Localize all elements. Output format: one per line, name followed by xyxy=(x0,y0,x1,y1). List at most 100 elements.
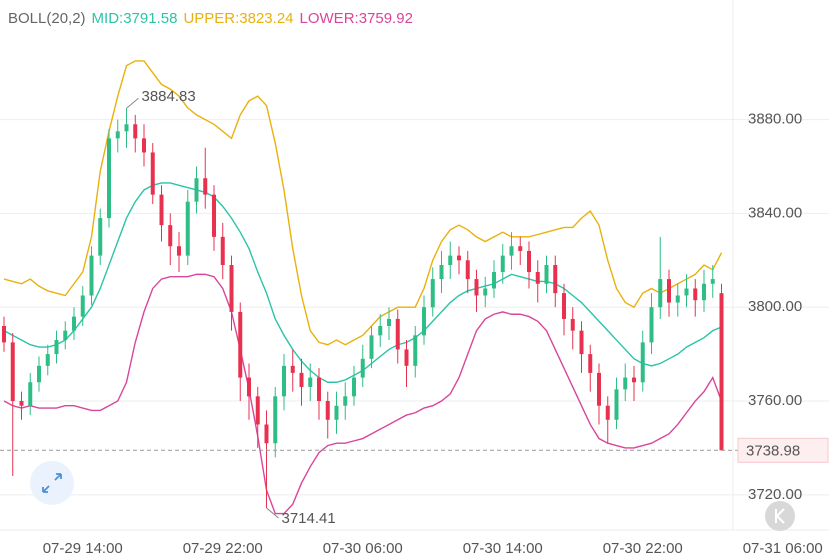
candle-body xyxy=(693,288,698,301)
candle-body xyxy=(63,330,68,341)
candle-body xyxy=(45,354,50,366)
candle-body xyxy=(404,349,409,366)
candle-body xyxy=(10,342,15,402)
candle-body xyxy=(413,335,418,366)
x-tick-label: 07-30 06:00 xyxy=(323,540,403,557)
candle-body xyxy=(527,250,531,273)
candle-body xyxy=(395,318,400,350)
candle-body xyxy=(212,194,216,237)
legend-entry: UPPER:3823.24 xyxy=(183,10,293,27)
y-tick-label: 3760.00 xyxy=(748,392,802,409)
candle-body xyxy=(334,405,339,420)
candle-body xyxy=(317,377,321,402)
candle-body xyxy=(185,201,190,256)
candle-body xyxy=(509,246,514,256)
min-label: 3714.41 xyxy=(282,510,336,527)
candle-body xyxy=(343,396,348,406)
band-line xyxy=(3,60,723,346)
candle-body xyxy=(658,279,663,308)
candle-body xyxy=(203,178,208,195)
candle-body xyxy=(89,255,94,296)
legend: BOLL(20,2) MID:3791.58 UPPER:3823.24 LOWER:… xyxy=(8,10,413,27)
candle-body xyxy=(72,316,76,331)
candle-body xyxy=(378,325,383,336)
candle-body xyxy=(483,288,488,296)
max-label: 3884.83 xyxy=(142,88,196,105)
candle-body xyxy=(273,396,278,444)
candle-body xyxy=(387,318,391,326)
candle-body xyxy=(439,265,444,280)
candle-body xyxy=(290,365,295,373)
candle-body xyxy=(325,401,330,420)
y-tick-label: 3880.00 xyxy=(748,111,802,128)
last-price-label: 3738.98 xyxy=(746,442,800,459)
candle-body xyxy=(492,272,496,289)
candle-body xyxy=(177,246,181,256)
candle-body xyxy=(702,283,706,301)
indicator-label: BOLL(20,2) xyxy=(8,10,86,27)
band-line xyxy=(3,273,723,515)
candle-body xyxy=(247,377,251,397)
candle-body xyxy=(133,124,138,139)
legend-entry: MID:3791.58 xyxy=(92,10,178,27)
candle-body xyxy=(369,335,374,359)
candle-body xyxy=(500,255,505,273)
y-tick-label: 3840.00 xyxy=(748,204,802,221)
candle-body xyxy=(632,377,636,383)
candle-body xyxy=(80,295,85,317)
x-tick-label: 07-30 22:00 xyxy=(603,540,683,557)
last-price-box xyxy=(737,437,829,463)
candle-body xyxy=(28,382,33,406)
scroll-latest-button[interactable] xyxy=(765,501,795,531)
candle-body xyxy=(710,279,715,284)
max-pointer xyxy=(126,97,139,109)
candle-body xyxy=(19,401,24,406)
x-tick-label: 07-29 14:00 xyxy=(43,540,123,557)
candle-body xyxy=(107,138,111,219)
y-tick-label: 3720.00 xyxy=(748,486,802,503)
candle-body xyxy=(474,279,479,296)
legend-entry: LOWER:3759.92 xyxy=(300,10,413,27)
candle-body xyxy=(430,279,435,308)
candle-body xyxy=(360,358,365,378)
candle-body xyxy=(54,340,59,355)
candle-body xyxy=(448,255,453,265)
candle-body xyxy=(719,293,724,451)
candle-body xyxy=(115,131,120,139)
min-pointer xyxy=(266,507,279,519)
candle-body xyxy=(649,307,654,343)
candle-body xyxy=(562,293,566,319)
x-tick-label: 07-30 14:00 xyxy=(463,540,543,557)
candle-body xyxy=(282,365,286,397)
candle-body xyxy=(229,265,234,312)
candle-body xyxy=(518,246,523,251)
candle-body xyxy=(623,377,628,390)
candle-body xyxy=(614,389,619,420)
candle-body xyxy=(553,265,558,294)
candle-body xyxy=(667,279,671,303)
candle-body xyxy=(299,372,304,387)
candle-body xyxy=(255,396,260,425)
x-tick-label: 07-29 22:00 xyxy=(183,540,263,557)
candle-body xyxy=(308,377,313,387)
candle-body xyxy=(159,194,164,226)
candle-body xyxy=(588,354,593,373)
x-tick-label: 07-31 06:00 xyxy=(743,540,823,557)
candle-body xyxy=(544,265,549,284)
expand-button[interactable] xyxy=(30,461,74,505)
candle-body xyxy=(238,311,243,378)
y-tick-label: 3800.00 xyxy=(748,298,802,315)
candle-body xyxy=(124,124,129,132)
candle-body xyxy=(352,377,356,397)
candle-body xyxy=(98,218,103,256)
candle-body xyxy=(422,307,426,336)
candle-body xyxy=(2,325,6,343)
candle-body xyxy=(605,405,610,420)
candle-body xyxy=(168,225,173,247)
candle-body xyxy=(535,272,540,284)
candle-body xyxy=(264,424,269,444)
candle-body xyxy=(220,236,225,265)
candle-body xyxy=(579,330,584,355)
candle-body xyxy=(597,372,601,406)
candle-body xyxy=(465,260,470,280)
